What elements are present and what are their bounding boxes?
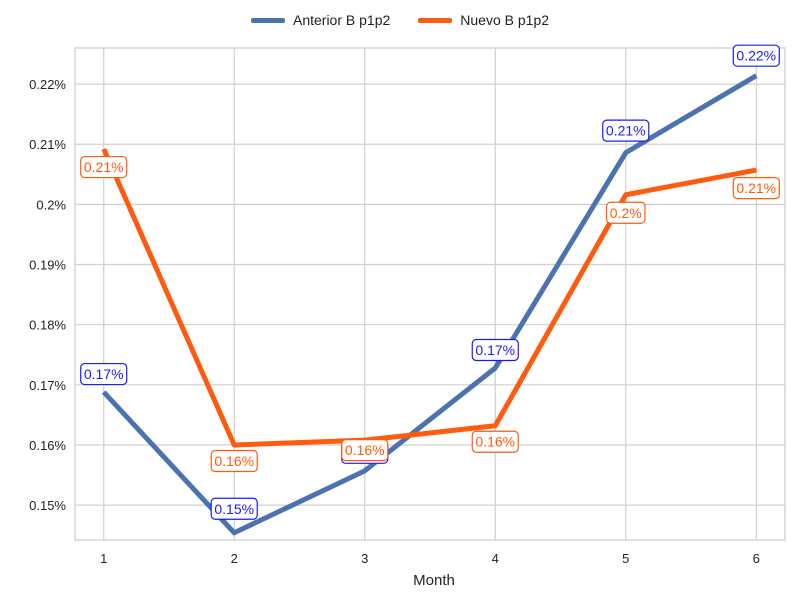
data-label: 0.15% [214, 501, 254, 517]
data-label: 0.21% [84, 159, 124, 175]
x-tick-label: 1 [100, 551, 107, 566]
x-tick-label: 6 [753, 551, 760, 566]
data-label: 0.17% [475, 342, 515, 358]
data-label-box [210, 449, 258, 473]
data-label-box [80, 155, 128, 179]
data-labels: 0.17% 0.15% 0.16% 0.17% 0.21% 0.22% 0.21% 0.16%… [80, 44, 780, 520]
data-label: 0.17% [84, 366, 124, 382]
y-tick-label: 0.22% [29, 77, 66, 92]
x-tick-label: 4 [492, 551, 499, 566]
data-label-box [471, 430, 519, 453]
data-label-box [341, 439, 389, 462]
y-tick-label: 0.21% [29, 137, 66, 152]
data-label-box [602, 119, 650, 142]
y-tick-label: 0.19% [29, 258, 66, 273]
data-label-box [732, 176, 780, 200]
series-line-nuevo [101, 148, 757, 448]
data-label: 0.16% [475, 434, 515, 450]
x-axis-label: Month [413, 572, 455, 589]
y-tick-label: 0.18% [29, 318, 66, 333]
plot-frame [74, 47, 786, 541]
data-label: 0.16% [214, 453, 254, 469]
data-label-box [732, 44, 780, 67]
data-label: 0.21% [736, 180, 776, 196]
x-tick-label: 3 [361, 551, 368, 566]
data-label-box [80, 362, 128, 386]
data-label-box [210, 497, 258, 520]
legend-label-nuevo: Nuevo B p1p2 [460, 12, 550, 28]
y-tick-label: 0.15% [29, 498, 66, 513]
data-label: 0.21% [606, 123, 646, 139]
legend-swatch-anterior [250, 17, 285, 23]
data-label: 0.16% [345, 442, 385, 458]
legend-label-anterior: Anterior B p1p2 [292, 12, 391, 28]
legend-swatch-nuevo [418, 17, 453, 23]
legend-item-anterior: Anterior B p1p2 [250, 12, 391, 28]
x-tick-label: 2 [231, 551, 238, 566]
y-tick-label: 0.16% [29, 438, 66, 453]
y-tick-label: 0.2% [36, 197, 66, 212]
legend-item-nuevo: Nuevo B p1p2 [418, 12, 549, 28]
data-label: 0.2% [610, 205, 642, 221]
axes: 0.15% 0.16% 0.17% 0.18% 0.19% 0.2% 0.21% 0.22% 1… [29, 77, 760, 566]
data-label: 0.22% [736, 48, 776, 64]
legend: Anterior B p1p2 Nuevo B p1p2 [0, 12, 800, 28]
data-label-box [471, 338, 519, 362]
x-tick-label: 5 [622, 551, 629, 566]
y-tick-label: 0.17% [29, 378, 66, 393]
data-label-box [605, 201, 646, 224]
